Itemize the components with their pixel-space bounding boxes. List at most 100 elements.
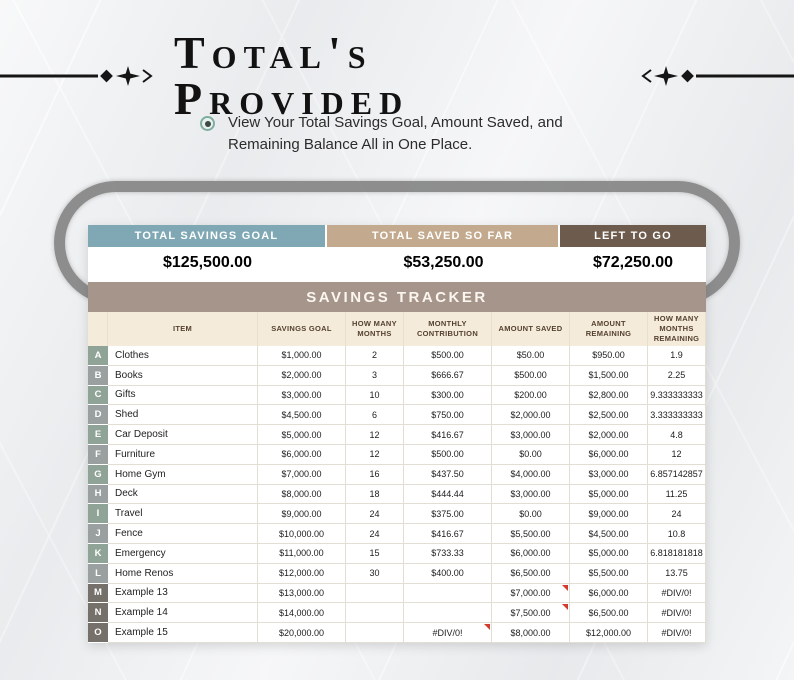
cell-item: Example 13 <box>108 583 258 604</box>
cell-value: $5,000.00 <box>570 543 648 564</box>
cell-value: $6,000.00 <box>570 583 648 604</box>
intro-bullet: View Your Total Savings Goal, Amount Sav… <box>200 112 620 156</box>
cell-value: $2,500.00 <box>570 405 648 426</box>
cell-value: $416.67 <box>404 425 492 445</box>
cell-value: $0.00 <box>492 444 570 465</box>
table-row: L Home Renos $12,000.00 30 $400.00 $6,500.00 $… <box>88 563 706 584</box>
cell-value: $4,500.00 <box>258 405 346 426</box>
savings-tracker-banner: SAVINGS TRACKER <box>88 282 706 312</box>
table-row: K Emergency $11,000.00 15 $733.33 $6,000.00 $5… <box>88 543 706 564</box>
cell-value: 24 <box>346 504 404 525</box>
column-header: ITEM <box>108 312 258 346</box>
cell-value: $3,000.00 <box>258 385 346 406</box>
savings-tracker-spreadsheet: TOTAL SAVINGS GOAL TOTAL SAVED SO FAR LE… <box>88 225 706 643</box>
cell-value: 18 <box>346 484 404 505</box>
column-header: HOW MANY MONTHS <box>346 312 404 346</box>
cell-item: Car Deposit <box>108 425 258 445</box>
intro-line-2: Remaining Balance All in One Place. <box>228 135 473 153</box>
cell-value: 13.75 <box>648 563 706 584</box>
column-header: AMOUNT SAVED <box>492 312 570 346</box>
table-row: A Clothes $1,000.00 2 $500.00 $50.00 $950.00 1.… <box>88 346 706 366</box>
cell-value: 9.333333333 <box>648 385 706 406</box>
cell-value: $8,000.00 <box>258 484 346 505</box>
cell-value: $14,000.00 <box>258 603 346 624</box>
cell-value: 11.25 <box>648 484 706 505</box>
cell-value: $416.67 <box>404 524 492 544</box>
cell-value: 24 <box>346 524 404 544</box>
cell-value: $2,000.00 <box>492 405 570 426</box>
intro-line-1: View Your Total Savings Goal, Amount Sav… <box>228 114 563 131</box>
cell-value: $3,000.00 <box>492 484 570 505</box>
cell-value: $12,000.00 <box>570 623 648 643</box>
column-header: AMOUNT REMAINING <box>570 312 648 346</box>
cell-value: $20,000.00 <box>258 623 346 643</box>
cell-value: $2,800.00 <box>570 385 648 406</box>
ring-bullet-icon <box>200 116 215 131</box>
cell-value <box>404 603 492 624</box>
error-flag-icon <box>484 624 490 631</box>
row-letter: J <box>88 524 108 544</box>
cell-value: $6,500.00 <box>570 603 648 624</box>
row-letter: G <box>88 464 108 485</box>
column-header-row: ITEM SAVINGS GOAL HOW MANY MONTHS MONTHLY C… <box>88 312 706 346</box>
cell-value: $5,000.00 <box>258 425 346 445</box>
flourish-right-icon <box>641 66 794 86</box>
cell-item: Home Renos <box>108 563 258 584</box>
cell-value: $437.50 <box>404 464 492 485</box>
row-letter: F <box>88 444 108 465</box>
cell-value: $6,000.00 <box>258 444 346 465</box>
table-body: A Clothes $1,000.00 2 $500.00 $50.00 $950.00 1.… <box>88 346 706 643</box>
table-row: F Furniture $6,000.00 12 $500.00 $0.00 $6,000.… <box>88 444 706 465</box>
cell-value <box>346 623 404 643</box>
cell-value: 15 <box>346 543 404 564</box>
cell-value: $375.00 <box>404 504 492 525</box>
cell-value: $3,000.00 <box>570 464 648 485</box>
cell-value: $750.00 <box>404 405 492 426</box>
cell-value: 10.8 <box>648 524 706 544</box>
cell-value: 16 <box>346 464 404 485</box>
cell-value: $500.00 <box>404 346 492 366</box>
corner-cell <box>88 312 108 346</box>
row-letter: O <box>88 623 108 643</box>
cell-value <box>404 583 492 604</box>
cell-value: #DIV/0! <box>648 623 706 643</box>
cell-value: $500.00 <box>492 365 570 386</box>
cell-value: $7,500.00 <box>492 603 570 624</box>
cell-value: $4,000.00 <box>492 464 570 485</box>
cell-value: $2,000.00 <box>258 365 346 386</box>
cell-value: 30 <box>346 563 404 584</box>
cell-value: $400.00 <box>404 563 492 584</box>
row-letter: C <box>88 385 108 406</box>
cell-value: $733.33 <box>404 543 492 564</box>
cell-item: Emergency <box>108 543 258 564</box>
totals-label-row: TOTAL SAVINGS GOAL TOTAL SAVED SO FAR LE… <box>88 225 706 247</box>
cell-value: 4.8 <box>648 425 706 445</box>
cell-value: $50.00 <box>492 346 570 366</box>
left-to-go-value: $72,250.00 <box>592 253 674 271</box>
cell-value: 2 <box>346 346 404 366</box>
cell-value: $9,000.00 <box>258 504 346 525</box>
total-savings-goal-header: TOTAL SAVINGS GOAL <box>88 225 327 247</box>
cell-item: Travel <box>108 504 258 525</box>
cell-value: 12 <box>648 444 706 465</box>
cell-value: $8,000.00 <box>492 623 570 643</box>
cell-value: $11,000.00 <box>258 543 346 564</box>
cell-value: $13,000.00 <box>258 583 346 604</box>
flourish-left-icon <box>0 66 153 86</box>
column-header: MONTHLY CONTRIBUTION <box>404 312 492 346</box>
cell-value: $666.67 <box>404 365 492 386</box>
cell-value: $7,000.00 <box>492 583 570 604</box>
cell-item: Books <box>108 365 258 386</box>
cell-value: $5,500.00 <box>492 524 570 544</box>
cell-value: $5,000.00 <box>570 484 648 505</box>
cell-value: 1.9 <box>648 346 706 366</box>
bullet-dot <box>204 120 211 127</box>
error-flag-icon <box>562 604 568 611</box>
table-row: B Books $2,000.00 3 $666.67 $500.00 $1,500.00 2… <box>88 365 706 386</box>
cell-item: Deck <box>108 484 258 505</box>
row-letter: I <box>88 504 108 525</box>
cell-value: 6 <box>346 405 404 426</box>
cell-value: $6,000.00 <box>570 444 648 465</box>
cell-value: $1,500.00 <box>570 365 648 386</box>
